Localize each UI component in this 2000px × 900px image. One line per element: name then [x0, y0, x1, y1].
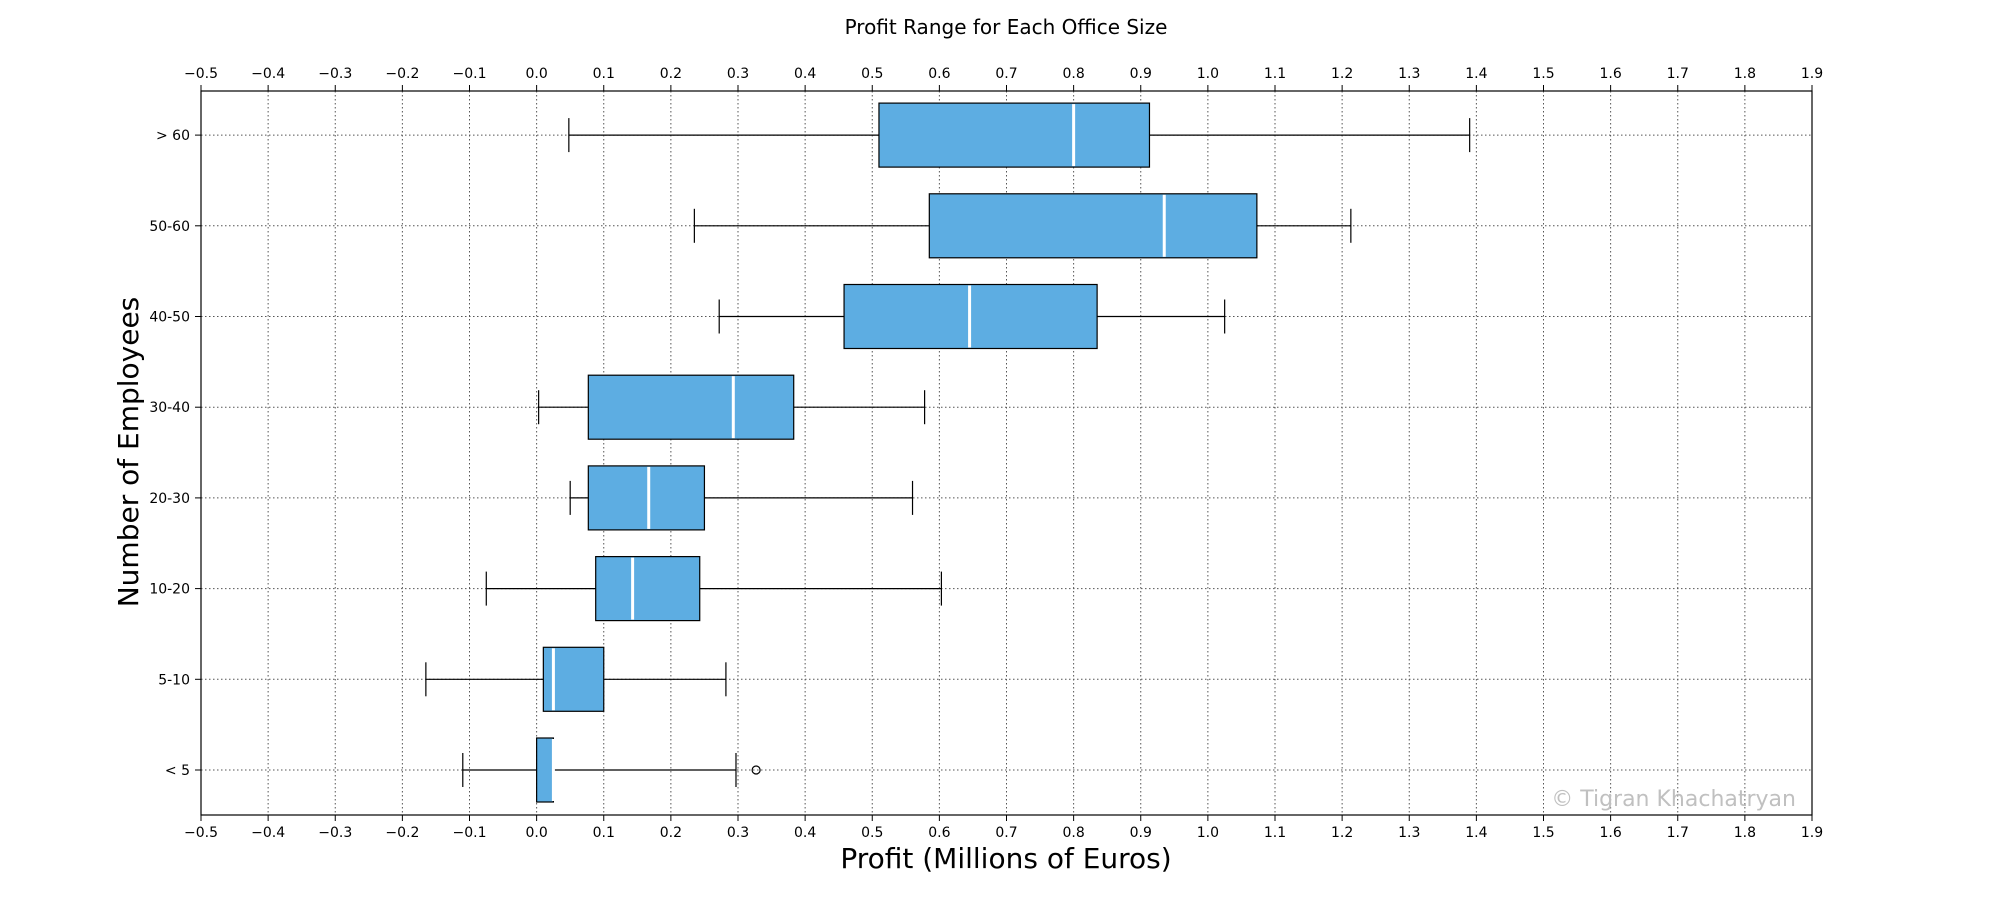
box-group [693, 193, 1352, 259]
box-group [718, 283, 1226, 350]
iqr-box [587, 465, 706, 531]
x-tick-label-bottom: −0.5 [184, 825, 218, 841]
iqr-box [536, 737, 555, 803]
x-tick-label-bottom: 1.0 [1197, 825, 1219, 841]
x-tick-label-top: 1.7 [1667, 66, 1689, 82]
x-tick-label-bottom: 0.4 [794, 825, 816, 841]
x-tick-label-top: 0.9 [1130, 66, 1152, 82]
x-tick-label-top: 0.0 [525, 66, 547, 82]
y-tick-label: > 60 [156, 128, 190, 144]
x-tick-label-bottom: 0.9 [1130, 825, 1152, 841]
y-tick-label: 5-10 [158, 672, 190, 688]
x-tick-label-top: 1.3 [1398, 66, 1420, 82]
y-tick-label: 50-60 [149, 219, 190, 235]
x-tick-label-top: 0.6 [928, 66, 950, 82]
x-tick-label-bottom: 1.9 [1801, 825, 1823, 841]
x-tick-label-bottom: 0.8 [1062, 825, 1084, 841]
x-tick-label-top: 0.3 [727, 66, 749, 82]
x-tick-label-bottom: 0.0 [525, 825, 547, 841]
box-group [569, 465, 914, 531]
box-group [538, 374, 926, 440]
y-tick-label: < 5 [165, 763, 190, 779]
x-tick-label-top: 1.1 [1264, 66, 1286, 82]
x-tick-label-top: 1.2 [1331, 66, 1353, 82]
iqr-box [587, 374, 795, 440]
x-tick-label-bottom: 1.5 [1532, 825, 1554, 841]
x-tick-label-bottom: 1.2 [1331, 825, 1353, 841]
x-tick-label-top: 1.9 [1801, 66, 1823, 82]
box-group [568, 102, 1471, 168]
x-tick-label-top: 0.2 [660, 66, 682, 82]
x-tick-label-top: 1.4 [1465, 66, 1487, 82]
box-group [462, 737, 761, 803]
y-tick-label: 20-30 [149, 491, 190, 507]
outlier-point [751, 765, 761, 775]
x-tick-label-bottom: 1.4 [1465, 825, 1487, 841]
x-tick-label-bottom: 0.1 [593, 825, 615, 841]
y-axis-label: Number of Employees [112, 297, 145, 608]
watermark-text: © Tigran Khachatryan [1551, 787, 1796, 812]
x-tick-label-bottom: 0.6 [928, 825, 950, 841]
x-tick-label-bottom: 0.7 [995, 825, 1017, 841]
y-tick-label: 30-40 [149, 400, 190, 416]
x-tick-label-top: 0.5 [861, 66, 883, 82]
x-tick-label-top: 1.8 [1734, 66, 1756, 82]
x-tick-label-top: −0.5 [184, 66, 218, 82]
x-tick-label-bottom: 0.5 [861, 825, 883, 841]
y-tick-label: 10-20 [149, 582, 190, 598]
x-tick-label-top: −0.1 [453, 66, 487, 82]
x-tick-label-top: −0.3 [318, 66, 352, 82]
iqr-box [878, 102, 1151, 168]
box-layer [425, 102, 1471, 803]
x-tick-label-top: 1.0 [1197, 66, 1219, 82]
x-tick-label-top: 0.7 [995, 66, 1017, 82]
x-tick-label-bottom: −0.3 [318, 825, 352, 841]
x-tick-label-bottom: −0.2 [385, 825, 419, 841]
x-axis-label: Profit (Millions of Euros) [840, 842, 1171, 875]
x-tick-label-bottom: 1.3 [1398, 825, 1420, 841]
x-tick-label-top: −0.4 [251, 66, 285, 82]
x-tick-label-top: 1.6 [1599, 66, 1621, 82]
iqr-box [928, 193, 1258, 259]
y-tick-label: 40-50 [149, 310, 190, 326]
x-tick-label-top: 0.1 [593, 66, 615, 82]
x-tick-label-top: −0.2 [385, 66, 419, 82]
x-tick-label-bottom: 0.2 [660, 825, 682, 841]
x-tick-label-bottom: 1.8 [1734, 825, 1756, 841]
x-tick-label-top: 0.8 [1062, 66, 1084, 82]
box-group [425, 646, 727, 712]
chart-title: Profit Range for Each Office Size [845, 15, 1168, 39]
x-tick-label-bottom: 0.3 [727, 825, 749, 841]
iqr-box [595, 555, 701, 622]
x-tick-label-top: 1.5 [1532, 66, 1554, 82]
x-tick-label-bottom: 1.6 [1599, 825, 1621, 841]
x-tick-label-top: 0.4 [794, 66, 816, 82]
x-tick-label-bottom: −0.1 [453, 825, 487, 841]
tick-layer: −0.5 −0.5 −0.4 −0.4 −0.3 −0.3 −0.2 −0.2 −0.1 −0.1… [149, 66, 1823, 841]
x-tick-label-bottom: −0.4 [251, 825, 285, 841]
box-group [485, 555, 942, 622]
x-tick-label-bottom: 1.7 [1667, 825, 1689, 841]
x-tick-label-bottom: 1.1 [1264, 825, 1286, 841]
